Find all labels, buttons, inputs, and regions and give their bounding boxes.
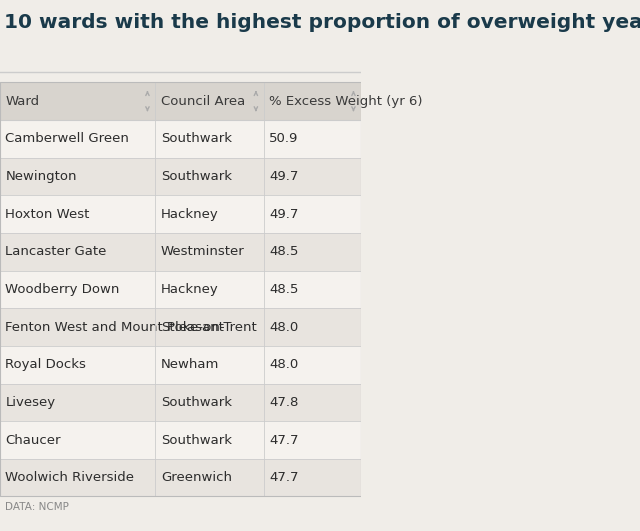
Text: Greenwich: Greenwich [161, 471, 232, 484]
Text: 49.7: 49.7 [269, 208, 299, 220]
Text: Fenton West and Mount Pleasant: Fenton West and Mount Pleasant [5, 321, 224, 333]
Text: Hackney: Hackney [161, 208, 219, 220]
Text: Newington: Newington [5, 170, 77, 183]
Bar [0, 459, 362, 496]
Text: 10 wards with the highest proportion of overweight year 6 children: 10 wards with the highest proportion of … [4, 13, 640, 32]
Text: Hackney: Hackney [161, 283, 219, 296]
Bar [0, 421, 362, 459]
Bar [0, 233, 362, 271]
Text: Camberwell Green: Camberwell Green [5, 132, 129, 145]
Text: Lancaster Gate: Lancaster Gate [5, 245, 107, 258]
Text: Royal Docks: Royal Docks [5, 358, 86, 371]
Text: 48.5: 48.5 [269, 245, 299, 258]
Text: 47.7: 47.7 [269, 471, 299, 484]
Text: Woolwich Riverside: Woolwich Riverside [5, 471, 134, 484]
Text: Southwark: Southwark [161, 396, 232, 409]
Text: % Excess Weight (yr 6): % Excess Weight (yr 6) [269, 95, 423, 108]
Text: 48.5: 48.5 [269, 283, 299, 296]
Text: Chaucer: Chaucer [5, 433, 61, 447]
Text: Livesey: Livesey [5, 396, 56, 409]
Text: Stoke-on-Trent: Stoke-on-Trent [161, 321, 257, 333]
Text: Hoxton West: Hoxton West [5, 208, 90, 220]
Text: Woodberry Down: Woodberry Down [5, 283, 120, 296]
Text: Newham: Newham [161, 358, 220, 371]
Bar [0, 271, 362, 308]
Bar [0, 120, 362, 158]
Bar [0, 308, 362, 346]
Bar [0, 158, 362, 195]
Bar [0, 383, 362, 421]
Text: 48.0: 48.0 [269, 358, 298, 371]
Bar [0, 195, 362, 233]
Text: 47.8: 47.8 [269, 396, 299, 409]
Bar [0, 82, 362, 496]
Text: 49.7: 49.7 [269, 170, 299, 183]
Text: Southwark: Southwark [161, 433, 232, 447]
Text: DATA: NCMP: DATA: NCMP [5, 502, 69, 512]
Text: Council Area: Council Area [161, 95, 245, 108]
Text: Southwark: Southwark [161, 132, 232, 145]
Text: Ward: Ward [5, 95, 40, 108]
Bar [0, 82, 362, 120]
Text: Southwark: Southwark [161, 170, 232, 183]
Text: Westminster: Westminster [161, 245, 244, 258]
Text: 50.9: 50.9 [269, 132, 299, 145]
Text: 47.7: 47.7 [269, 433, 299, 447]
Bar [0, 346, 362, 383]
Text: 48.0: 48.0 [269, 321, 298, 333]
